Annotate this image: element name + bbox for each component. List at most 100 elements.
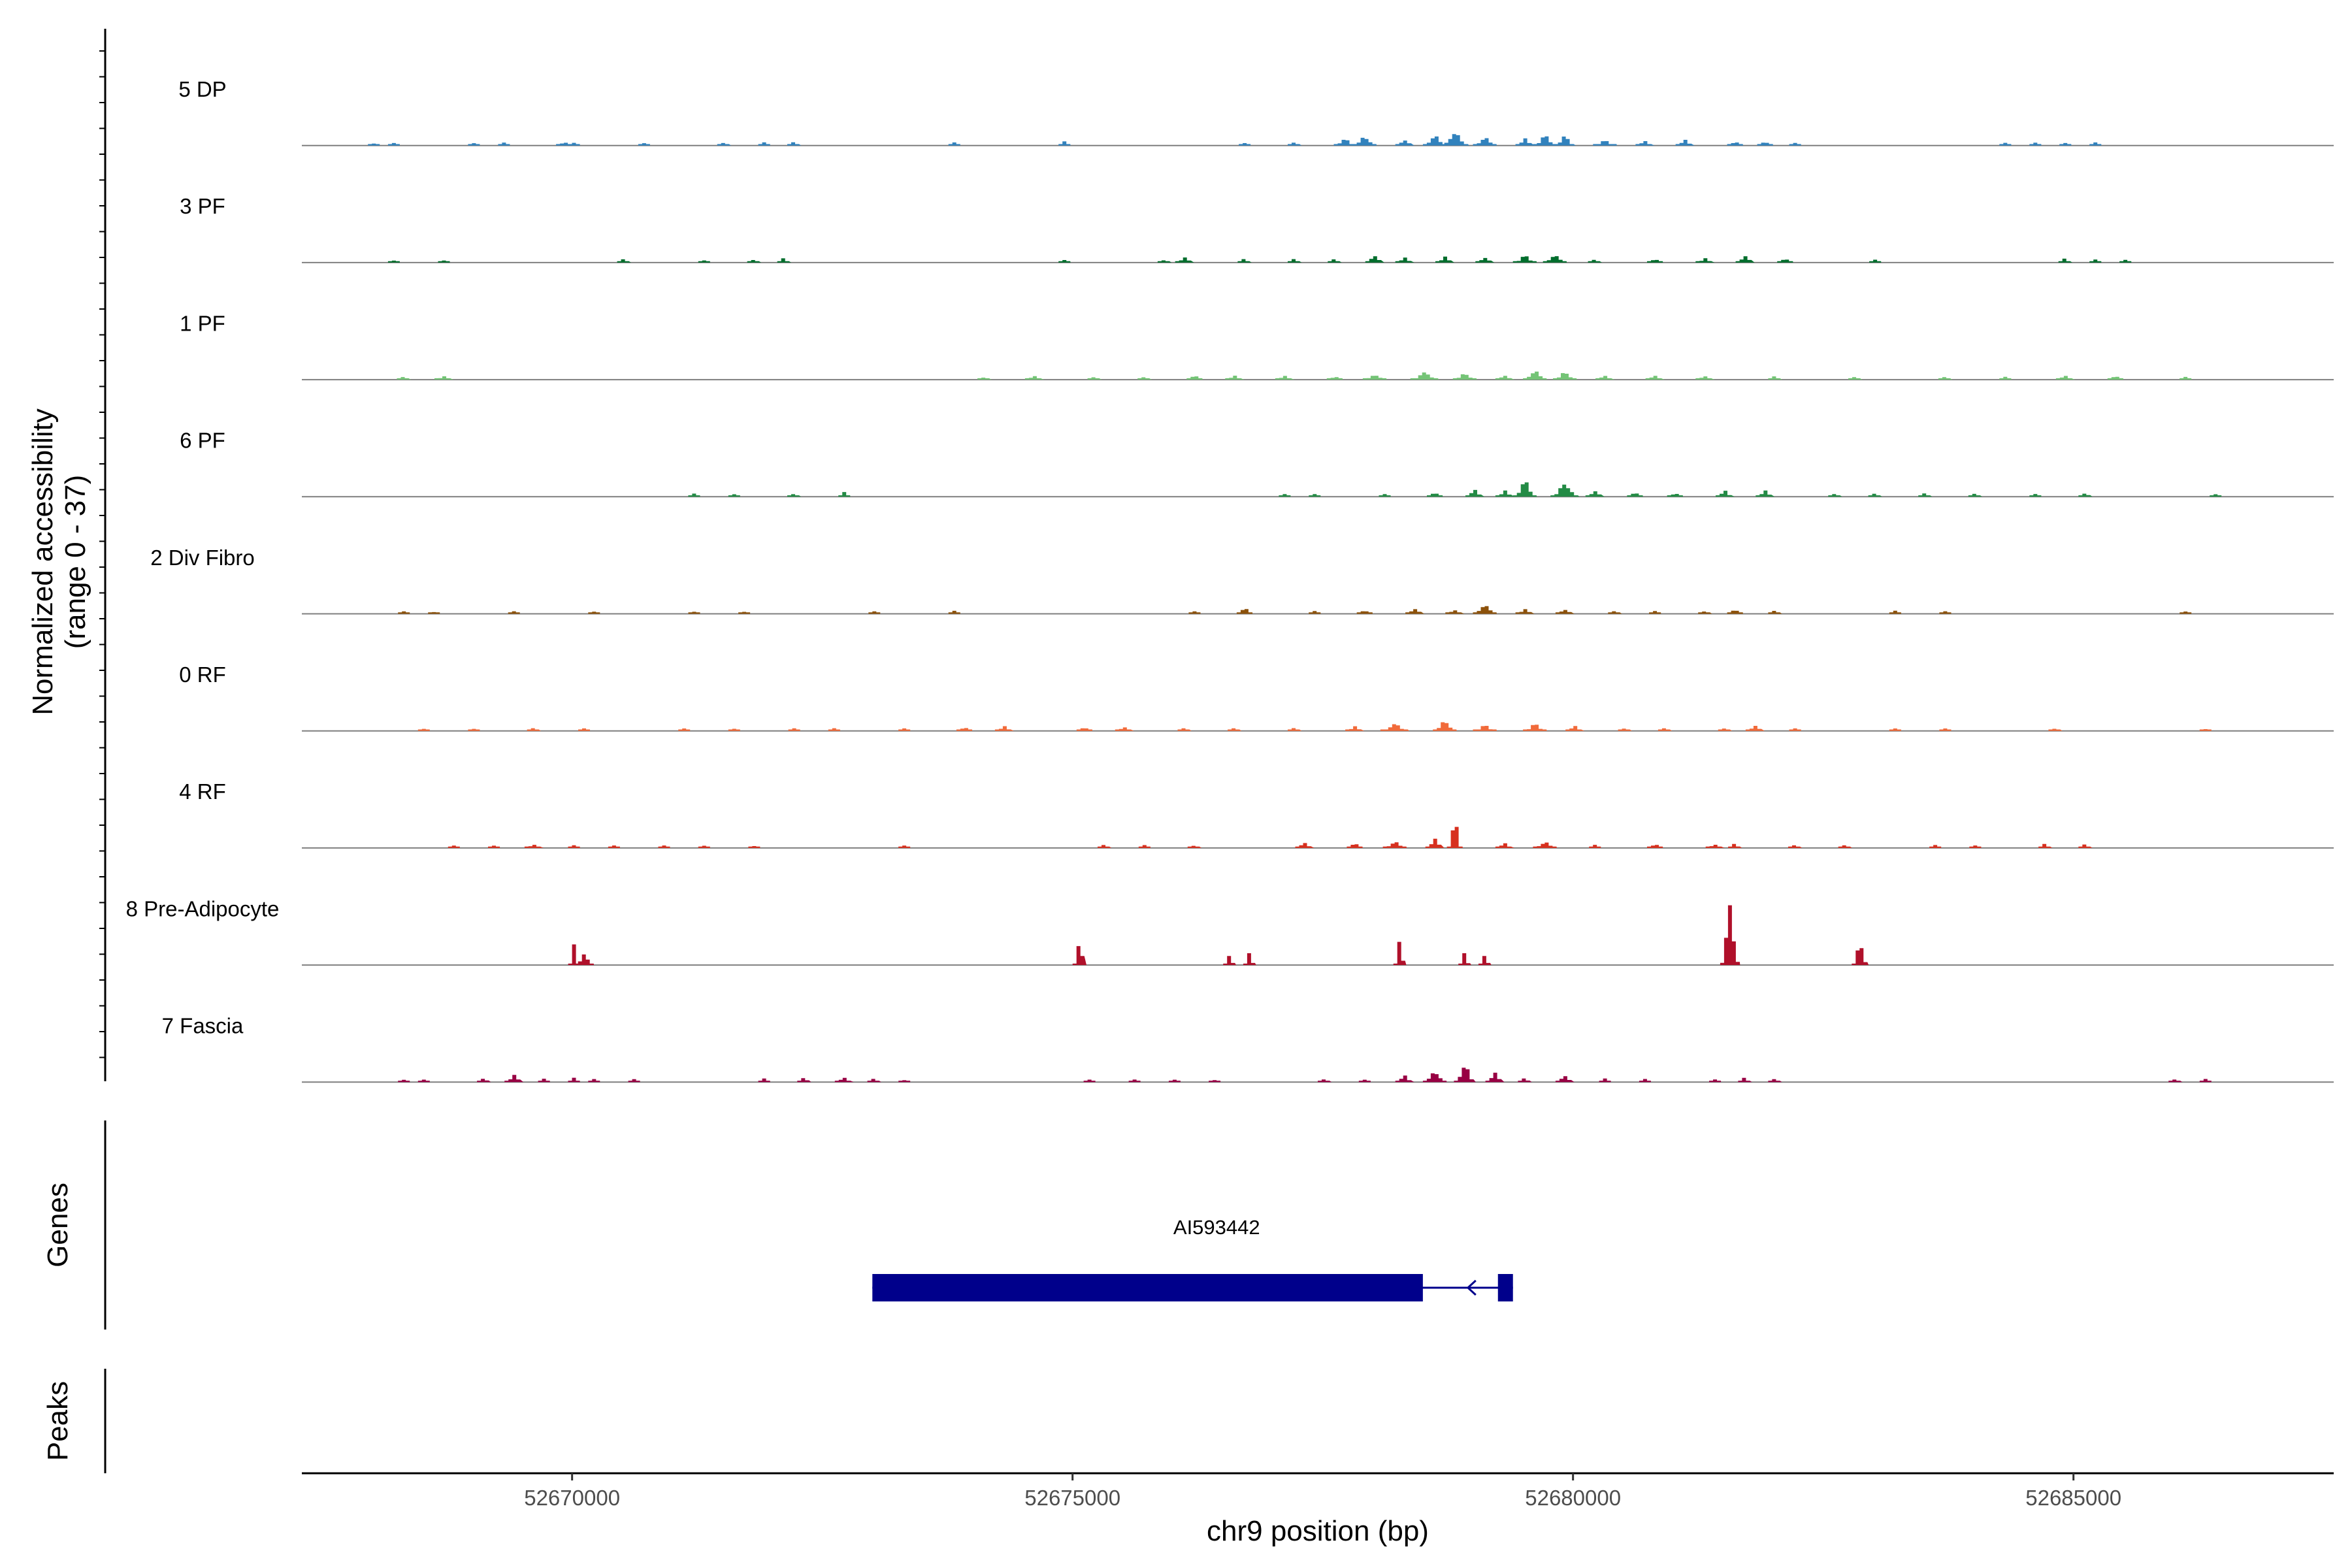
coverage-peak — [1352, 137, 1377, 146]
coverage-peak — [1553, 373, 1577, 380]
coverage-peak — [787, 142, 802, 146]
coverage-peak — [898, 845, 911, 848]
coverage-peak — [1433, 722, 1457, 731]
coverage-peak — [1157, 260, 1172, 263]
coverage-peak — [1495, 843, 1514, 848]
coverage-peak — [2058, 258, 2072, 263]
coverage-peak — [488, 845, 500, 848]
coverage-peak — [1518, 1078, 1532, 1083]
coverage-peak — [1635, 141, 1655, 146]
coverage-peak — [2210, 494, 2222, 497]
coverage-peak — [1473, 726, 1497, 731]
coverage-peak — [1076, 728, 1093, 731]
coverage-peak — [748, 846, 760, 848]
coverage-peak — [728, 728, 740, 731]
coverage-peak — [1555, 610, 1575, 614]
coverage-peak — [1627, 493, 1643, 497]
track-label: 2 Div Fibro — [150, 546, 255, 570]
coverage-peak — [1237, 259, 1252, 263]
coverage-peak — [1395, 257, 1414, 263]
coverage-peak — [1533, 842, 1557, 848]
coverage-peak — [1288, 259, 1302, 263]
coverage-peak — [2029, 494, 2042, 497]
coverage-peak — [1393, 941, 1407, 966]
coverage-peak — [1345, 726, 1365, 731]
coverage-peak — [1523, 725, 1547, 731]
track-7: 4 RF — [179, 779, 2334, 849]
coverage-peak — [1543, 256, 1567, 263]
coverage-peak — [688, 612, 700, 614]
coverage-peak — [1716, 491, 1735, 497]
coverage-peak — [1789, 728, 1801, 731]
coverage-peak — [397, 377, 411, 380]
coverage-peak — [1473, 138, 1497, 146]
coverage-peak — [1789, 142, 1801, 146]
coverage-peak — [1024, 376, 1044, 380]
coverage-peak — [1515, 609, 1535, 614]
track-label: 1 PF — [180, 311, 225, 335]
coverage-peak — [956, 728, 973, 731]
coverage-peak — [1288, 142, 1302, 146]
coverage-peak — [1838, 845, 1852, 848]
coverage-peak — [1168, 1079, 1181, 1083]
coverage-peak — [1309, 494, 1321, 497]
coverage-peak — [1565, 726, 1585, 731]
coverage-peak — [994, 726, 1014, 731]
coverage-peak — [797, 1078, 811, 1083]
coverage-peak — [1236, 609, 1253, 614]
coverage-peak — [1328, 259, 1342, 263]
coverage-peak — [678, 728, 691, 731]
coverage-peak — [1128, 1079, 1141, 1083]
coverage-peak — [1589, 845, 1601, 848]
coverage-peak — [717, 142, 732, 146]
coverage-peak — [1588, 259, 1602, 263]
coverage-peak — [788, 728, 800, 731]
coverage-peak — [398, 1079, 410, 1083]
coverage-peak — [368, 143, 380, 146]
coverage-peak — [1939, 728, 1952, 731]
coverage-peak — [1768, 1079, 1782, 1083]
coverage-peak — [1458, 953, 1471, 966]
coverage-peak — [1728, 843, 1742, 848]
coverage-peak — [1058, 141, 1071, 146]
coverage-peak — [1422, 136, 1447, 146]
coverage-peak — [948, 610, 960, 614]
coverage-peak — [1137, 377, 1152, 380]
coverage-peak — [2180, 376, 2192, 380]
x-axis-title: chr9 position (bp) — [1207, 1515, 1429, 1547]
coverage-peak — [1362, 376, 1387, 380]
coverage-peak — [638, 143, 650, 146]
coverage-peak — [1889, 728, 1901, 731]
coverage-peak — [617, 259, 631, 263]
coverage-peak — [738, 612, 751, 614]
coverage-peak — [1186, 376, 1203, 380]
coverage-peak — [568, 944, 580, 966]
coverage-peak — [438, 260, 450, 263]
coverage-peak — [1288, 728, 1302, 731]
coverage-peak — [1550, 484, 1580, 497]
track-3: 1 PF — [180, 311, 2334, 381]
coverage-peak — [1083, 1079, 1096, 1083]
coverage-peak — [2089, 142, 2102, 146]
coverage-peak — [428, 612, 440, 614]
x-tick-label: 52675000 — [1024, 1486, 1120, 1510]
track-2: 3 PF — [180, 194, 2334, 263]
coverage-peak — [1410, 372, 1439, 380]
y-axis-title: Normalized accessibility (range 0 - 37) — [27, 408, 91, 715]
coverage-peak — [1929, 845, 1942, 848]
coverage-peak — [1999, 376, 2012, 380]
coverage-peak — [1243, 953, 1256, 966]
coverage-peak — [468, 728, 480, 731]
coverage-peak — [1395, 140, 1414, 146]
coverage-peak — [1495, 490, 1514, 497]
coverage-peak — [1645, 376, 1665, 380]
track-label: 3 PF — [180, 194, 225, 218]
strand-arrow — [1466, 1279, 1477, 1296]
coverage-peak — [1555, 1076, 1575, 1083]
coverage-peak — [1333, 140, 1356, 146]
coverage-peak — [1358, 1079, 1371, 1083]
coverage-peak — [688, 493, 700, 497]
coverage-peak — [1446, 826, 1463, 848]
track-1: 5 DP — [178, 77, 2334, 146]
